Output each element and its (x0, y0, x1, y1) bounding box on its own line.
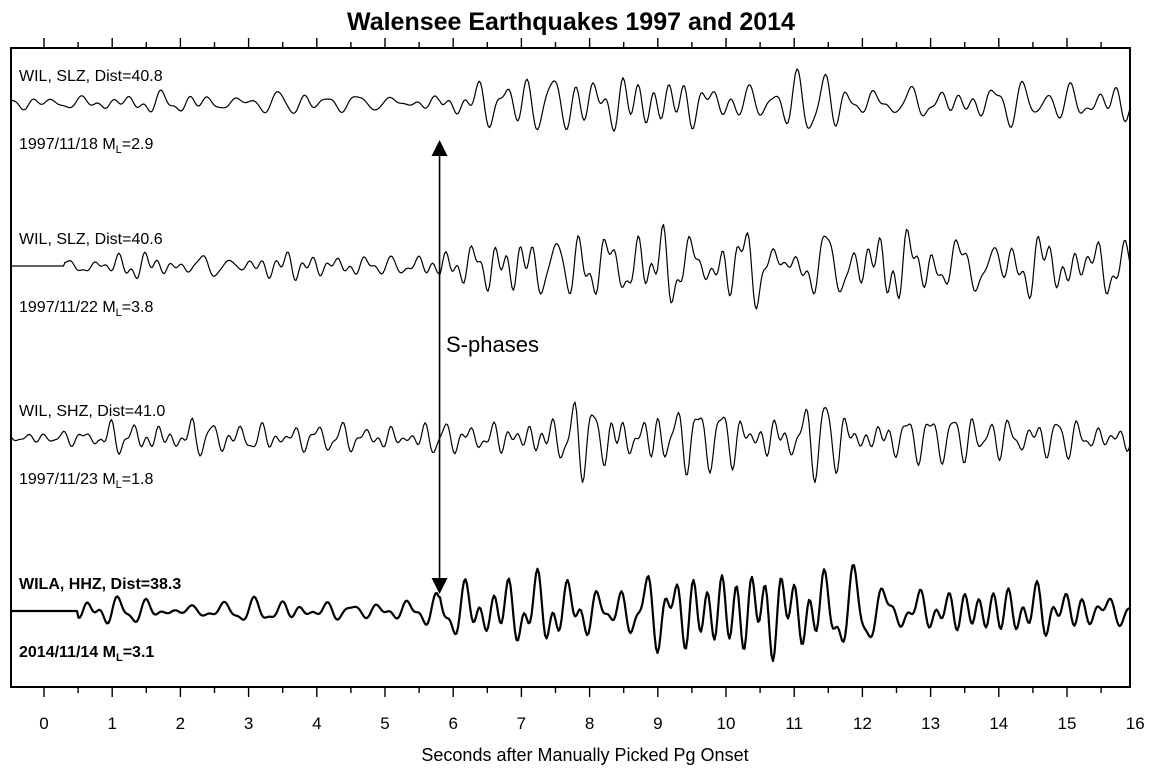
x-tick-label: 8 (585, 714, 594, 733)
trace-station-label: WIL, SHZ, Dist=41.0 (19, 403, 165, 420)
s-phase-arrow (431, 140, 448, 594)
plot-frame (10, 47, 1131, 688)
trace-station-label: WIL, SLZ, Dist=40.8 (19, 68, 163, 85)
seismogram-trace (10, 401, 1131, 484)
arrow-head-down (431, 578, 448, 594)
x-tick-label: 10 (717, 714, 736, 733)
x-axis-tick-labels: 0 1 2 3 4 5 6 7 8 9 10 11 12 13 14 15 16 (39, 714, 1144, 733)
x-axis-label: Seconds after Manually Picked Pg Onset (421, 745, 748, 765)
x-axis-ticks (43, 38, 1102, 697)
x-tick-label: 9 (653, 714, 662, 733)
x-tick-label: 13 (921, 714, 940, 733)
seismogram-traces (10, 68, 1131, 663)
x-tick-label: 3 (244, 714, 253, 733)
seismogram-trace (11, 564, 1131, 663)
trace-labels: WIL, SLZ, Dist=40.8 1997/11/18 ML=2.9 WIL,… (19, 68, 181, 664)
trace-station-label: WILA, HHZ, Dist=38.3 (19, 576, 181, 593)
x-tick-label: 11 (785, 714, 803, 733)
chart-title: Walensee Earthquakes 1997 and 2014 (347, 8, 795, 36)
trace-event-label: 1997/11/18 ML=2.9 (19, 136, 153, 156)
arrow-head-up (431, 140, 448, 156)
x-tick-label: 4 (312, 714, 321, 733)
trace-event-label: 1997/11/22 ML=3.8 (19, 299, 153, 319)
x-tick-label: 12 (853, 714, 872, 733)
x-tick-label: 7 (517, 714, 526, 733)
x-tick-label: 0 (39, 714, 48, 733)
x-tick-label: 15 (1058, 714, 1077, 733)
seismogram-trace (10, 68, 1131, 132)
x-tick-label: 14 (989, 714, 1008, 733)
x-tick-label: 1 (107, 714, 116, 733)
x-tick-label: 16 (1126, 714, 1145, 733)
seismogram-trace (11, 223, 1131, 310)
trace-station-label: WIL, SLZ, Dist=40.6 (19, 231, 163, 248)
s-phases-annotation: S-phases (446, 332, 539, 357)
x-tick-label: 5 (380, 714, 389, 733)
x-tick-label: 6 (448, 714, 457, 733)
trace-event-label: 2014/11/14 ML=3.1 (19, 644, 154, 664)
trace-event-label: 1997/11/23 ML=1.8 (19, 471, 153, 491)
x-tick-label: 2 (176, 714, 185, 733)
